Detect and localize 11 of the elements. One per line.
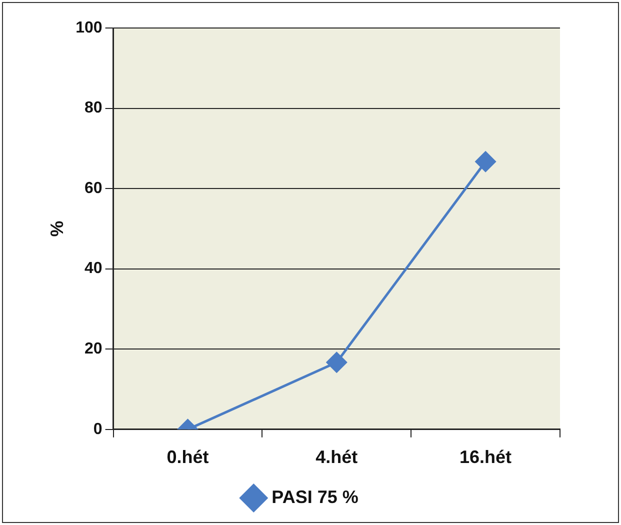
x-tick-label: 16.hét — [460, 447, 512, 468]
y-tick-label: 100 — [76, 19, 102, 36]
y-tick-label: 40 — [84, 260, 102, 278]
y-tick-label: 20 — [84, 340, 102, 358]
y-tick-label: 0 — [93, 420, 102, 438]
x-tick-label: 0.hét — [166, 447, 209, 468]
legend-label: PASI 75 % — [272, 486, 358, 507]
y-tick-label: 60 — [84, 180, 102, 197]
y-tick-label: 80 — [84, 100, 102, 117]
x-tick-label: 4.hét — [316, 447, 358, 468]
y-axis-title: % — [46, 220, 67, 237]
